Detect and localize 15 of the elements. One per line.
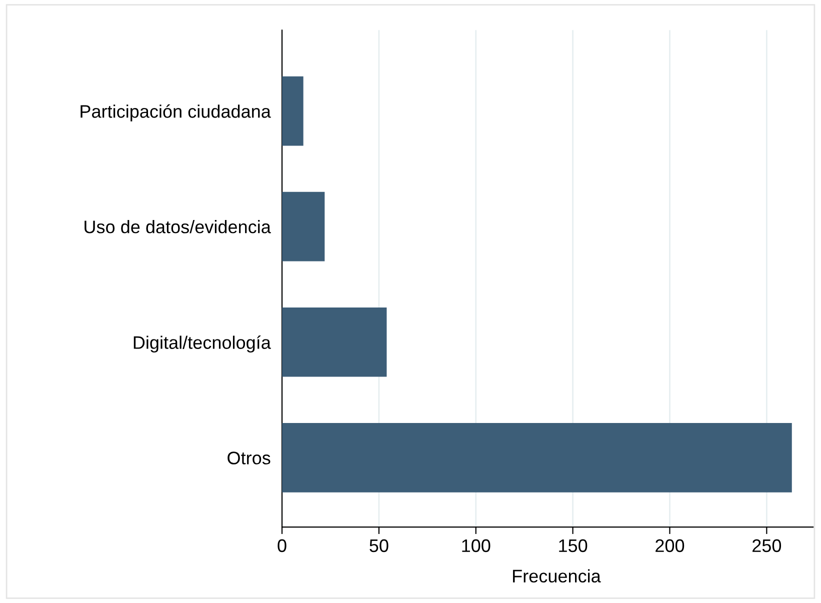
x-tick-label: 250 — [752, 539, 782, 552]
y-tick-label: Uso de datos/evidencia — [84, 220, 271, 234]
bar — [282, 192, 325, 262]
x-tick-label: 0 — [278, 539, 286, 552]
y-tick-label: Otros — [228, 452, 270, 464]
bar — [282, 423, 792, 492]
x-tick-label: 100 — [462, 539, 490, 552]
bar — [282, 307, 387, 377]
x-tick-label: 150 — [559, 539, 588, 552]
x-axis-title: Frecuencia — [513, 569, 601, 583]
bar — [282, 76, 304, 146]
x-tick-label: 200 — [656, 539, 684, 552]
y-tick-label: Participación ciudadana — [80, 104, 271, 122]
x-tick-label: 50 — [370, 539, 388, 552]
y-tick-label: Digital/tecnología — [134, 335, 271, 353]
